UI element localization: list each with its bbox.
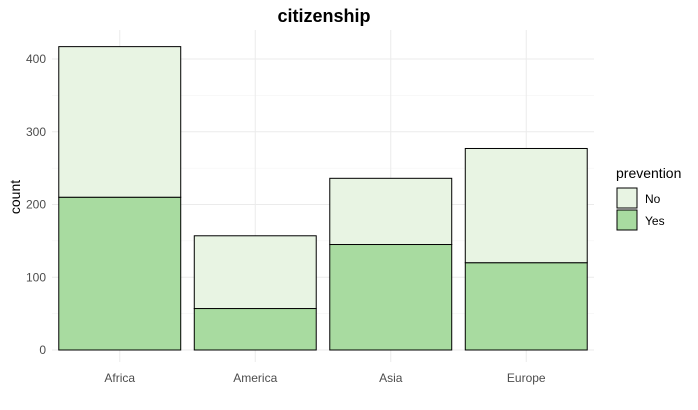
bar-america-no (193, 235, 317, 310)
bar-africa-no (58, 46, 182, 198)
legend-label-no: No (645, 192, 661, 206)
legend-label-yes: Yes (645, 214, 665, 228)
bar-america-yes (193, 308, 317, 351)
y-axis-ticks: 0 100 200 300 400 (26, 52, 46, 357)
legend-key-no (616, 187, 638, 209)
y-tick-label: 300 (26, 125, 46, 139)
x-axis-ticks: Africa America Asia Europe (104, 371, 546, 385)
y-axis-title: count (7, 180, 23, 214)
x-tick-label: Africa (104, 371, 135, 385)
legend-key-yes (616, 209, 638, 231)
y-tick-label: 0 (39, 343, 46, 357)
y-tick-label: 100 (26, 270, 46, 284)
chart-title: citizenship (277, 6, 370, 26)
bar-asia-yes (329, 244, 453, 351)
x-tick-label: Asia (379, 371, 403, 385)
bar-europe-no (464, 147, 588, 264)
y-tick-label: 200 (26, 198, 46, 212)
bar-africa-yes (58, 196, 182, 351)
legend-title: prevention (616, 165, 681, 181)
y-tick-label: 400 (26, 52, 46, 66)
x-tick-label: America (233, 371, 277, 385)
legend: prevention No Yes (616, 165, 681, 231)
bar-asia-no (329, 177, 453, 246)
x-tick-label: Europe (507, 371, 546, 385)
bars (58, 46, 588, 351)
bar-europe-yes (464, 262, 588, 351)
